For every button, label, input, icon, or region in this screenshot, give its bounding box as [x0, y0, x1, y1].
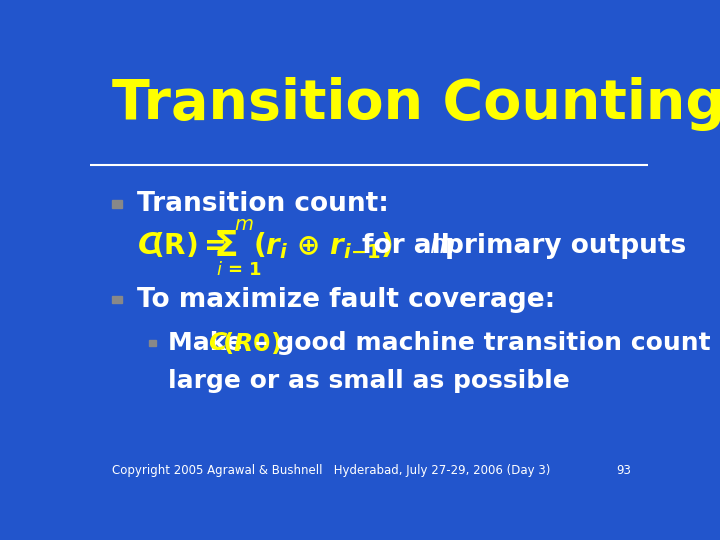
Text: 93: 93 [616, 464, 631, 477]
Bar [112, 200, 122, 208]
Text: $\mathbf{(R) =}$: $\mathbf{(R) =}$ [151, 231, 226, 260]
Text: $\mathit{i}$ = 1: $\mathit{i}$ = 1 [215, 261, 261, 279]
Text: $\mathbf{\Sigma}$: $\mathbf{\Sigma}$ [213, 228, 237, 262]
Text: $\mathit{m}$: $\mathit{m}$ [234, 214, 253, 234]
Text: large or as small as possible: large or as small as possible [168, 369, 570, 393]
Text: Make: Make [168, 332, 251, 355]
Text: Copyright 2005 Agrawal & Bushnell   Hyderabad, July 27-29, 2006 (Day 3): Copyright 2005 Agrawal & Bushnell Hydera… [112, 464, 551, 477]
Text: To maximize fault coverage:: To maximize fault coverage: [138, 287, 556, 313]
Text: $\bfit{C}$: $\bfit{C}$ [138, 231, 161, 260]
Text: – good machine transition count – as: – good machine transition count – as [255, 332, 720, 355]
Text: Transition Counting Details: Transition Counting Details [112, 77, 720, 131]
Text: $\mathit{m}$: $\mathit{m}$ [429, 233, 455, 259]
Bar [148, 341, 156, 346]
Text: $\mathbf{(}$$\bfit{r}_{\bfit{i}}$ $\mathbf{\oplus}$ $\bfit{r}_{\bfit{i}\mathbf{-: $\mathbf{(}$$\bfit{r}_{\bfit{i}}$ $\math… [253, 230, 393, 261]
Text: $\bfit{C}$: $\bfit{C}$ [208, 332, 228, 355]
Text: Transition count:: Transition count: [138, 191, 390, 217]
Text: primary outputs: primary outputs [446, 233, 687, 259]
Text: for all: for all [361, 233, 449, 259]
Text: $\mathbf{(}$$\bfit{R}$$\mathbf{0)}$: $\mathbf{(}$$\bfit{R}$$\mathbf{0)}$ [222, 330, 281, 356]
Bar [112, 296, 122, 303]
